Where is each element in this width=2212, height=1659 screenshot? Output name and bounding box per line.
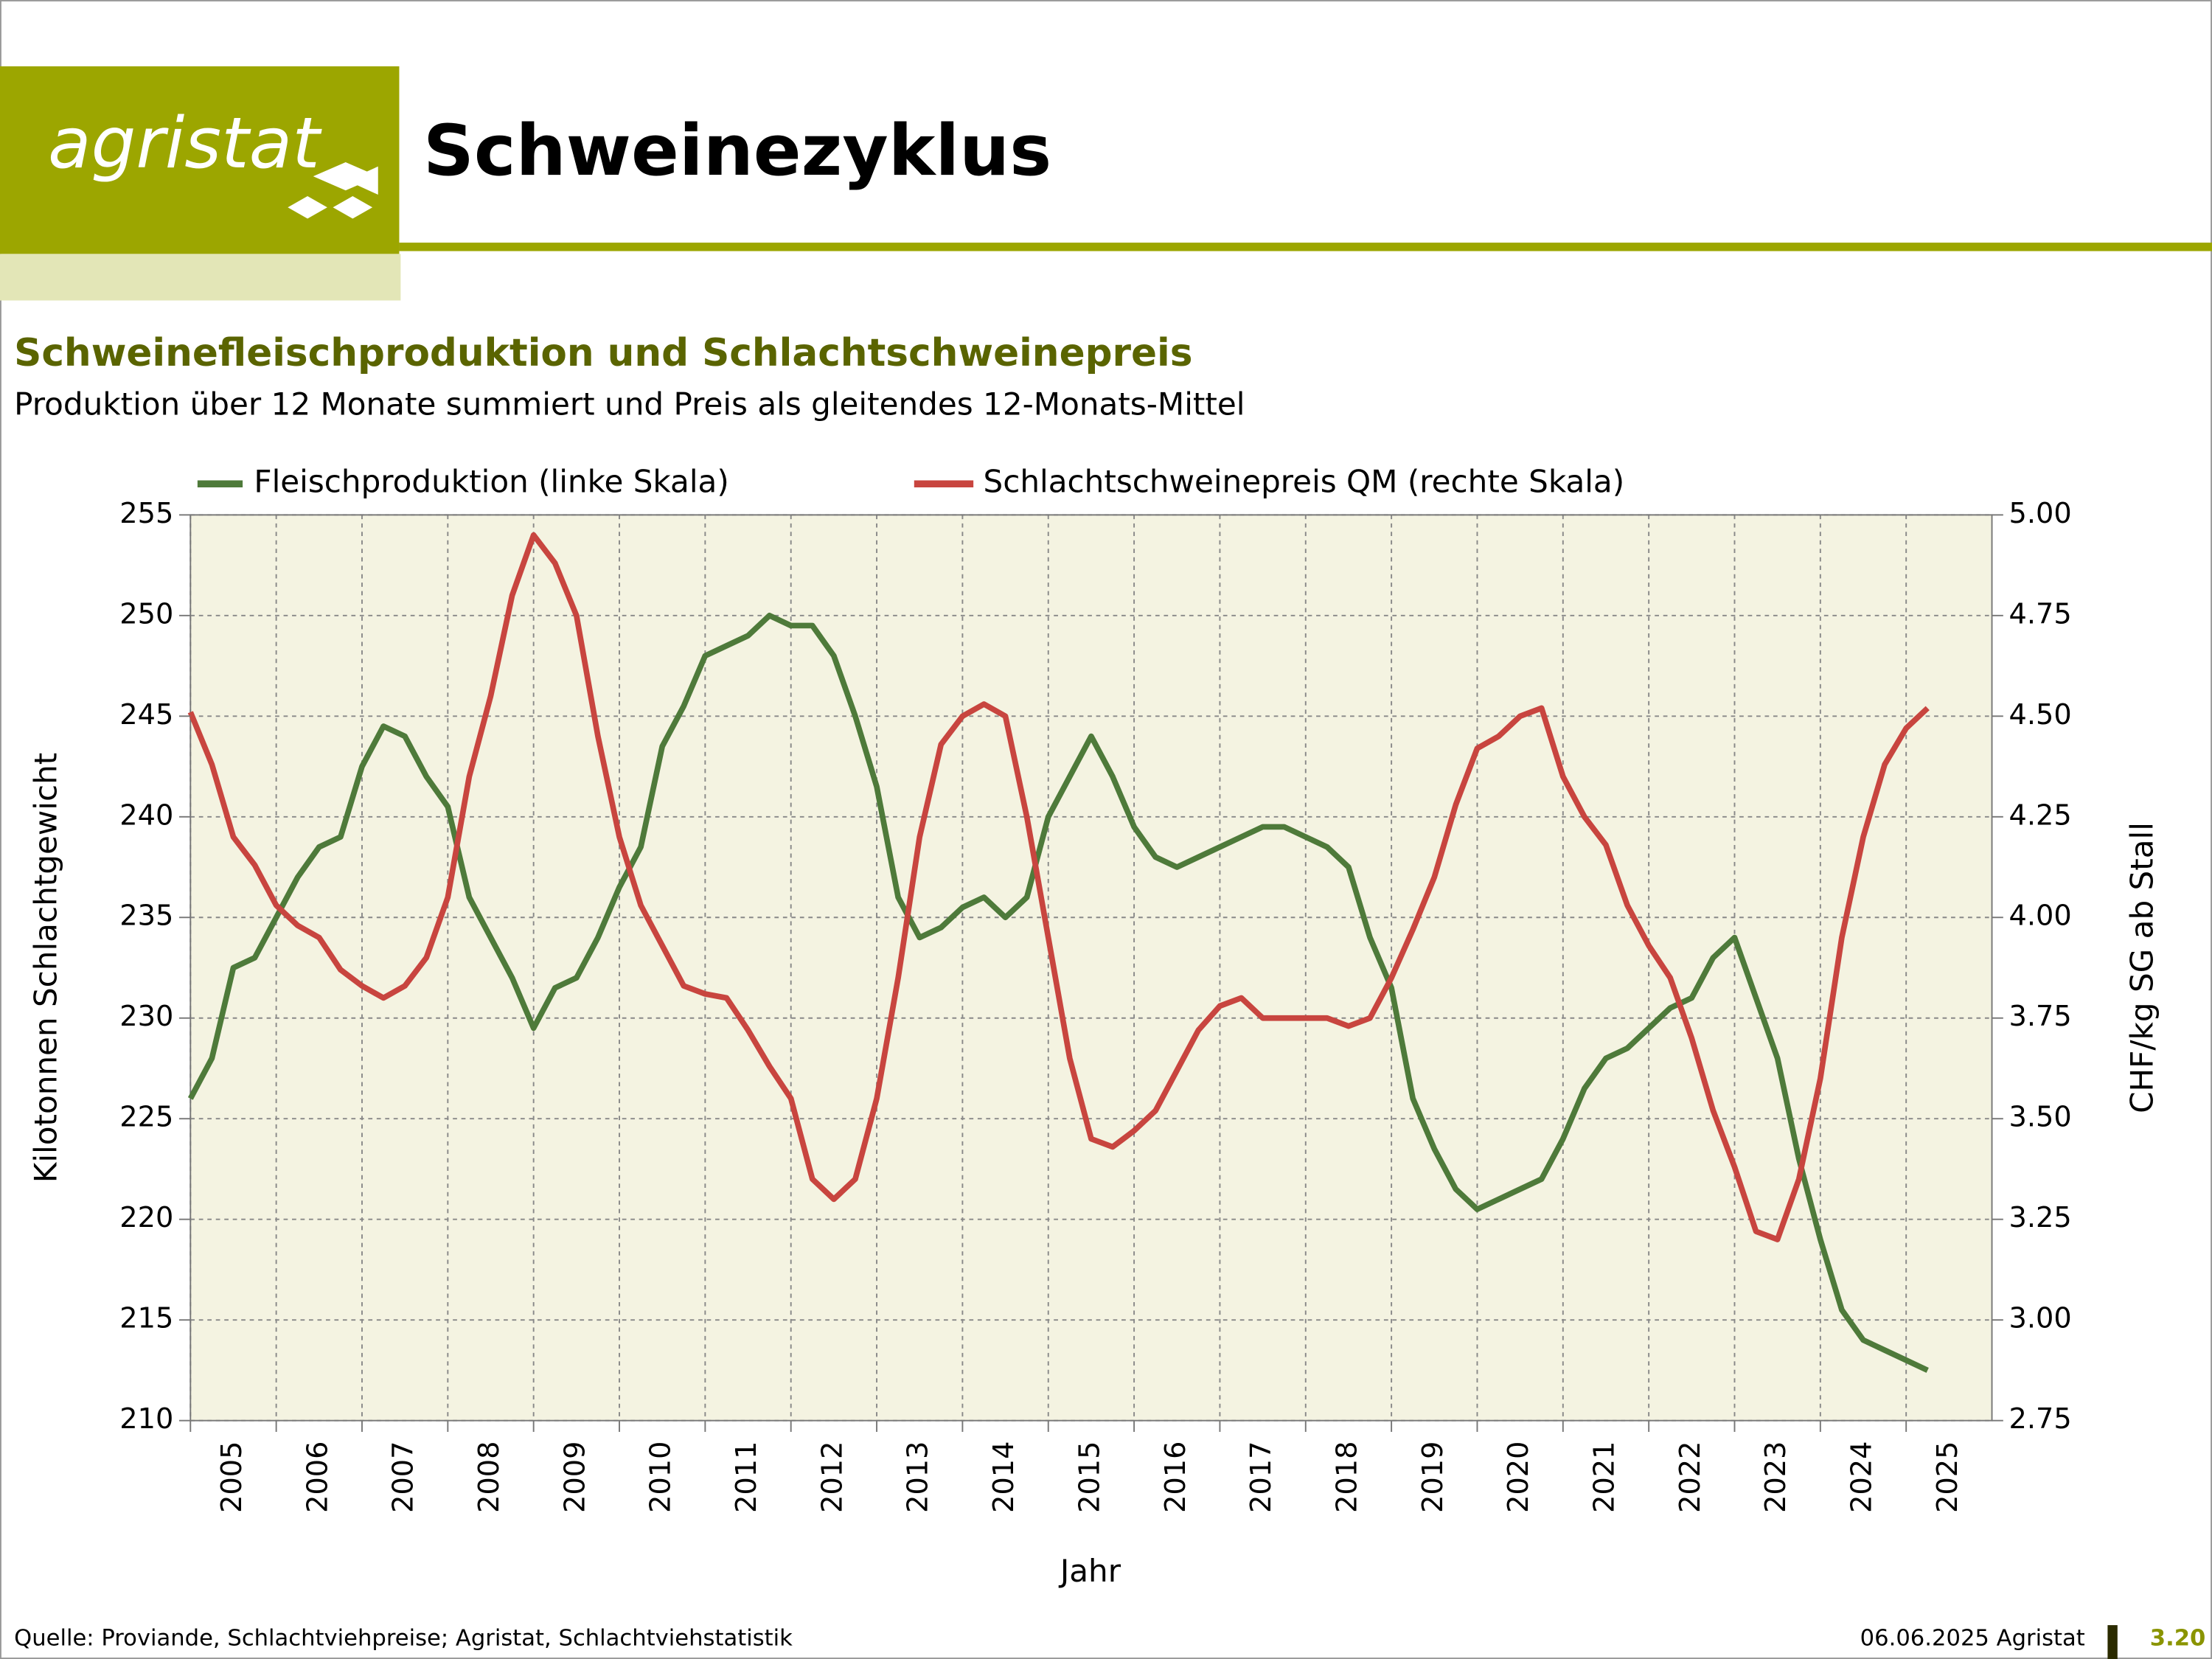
- plot-area: [190, 515, 1992, 1421]
- y2-tick-label: 4.50: [2008, 698, 2071, 731]
- y2-tick-label: 4.25: [2008, 799, 2071, 832]
- y2-tick-label: 3.75: [2008, 1000, 2071, 1033]
- chart-title: Schweinefleischproduktion und Schlachtsc…: [14, 331, 1192, 375]
- page-title: Schweinezyklus: [423, 109, 1051, 192]
- y-tick-label: 235: [119, 900, 173, 933]
- y-tick-label: 240: [119, 799, 173, 832]
- source: Quelle: Proviande, Schlachtviehpreise; A…: [14, 1626, 793, 1652]
- x-tick-label: 2009: [558, 1441, 591, 1513]
- x-tick-label: 2024: [1846, 1441, 1879, 1513]
- y-tick-label: 215: [119, 1302, 173, 1335]
- y2-tick-label: 4.75: [2008, 597, 2071, 630]
- legend-label: Fleischproduktion (linke Skala): [254, 464, 728, 500]
- x-tick-label: 2008: [473, 1441, 506, 1513]
- logo-text: agristat: [48, 102, 322, 184]
- y-tick-label: 230: [119, 1000, 173, 1033]
- x-tick-label: 2025: [1931, 1441, 1964, 1513]
- date: 06.06.2025 Agristat: [1860, 1626, 2085, 1652]
- y-tick-label: 250: [119, 597, 173, 630]
- series-line: [187, 612, 1929, 1373]
- x-axis-title: Jahr: [1058, 1553, 1121, 1589]
- x-tick-label: 2022: [1674, 1441, 1707, 1513]
- y2-tick-label: 3.25: [2008, 1201, 2071, 1234]
- y2-axis-title: CHF/kg SG ab Stall: [2124, 822, 2160, 1113]
- x-tick-label: 2014: [987, 1441, 1020, 1513]
- x-tick-label: 2007: [387, 1441, 420, 1513]
- series-line: [187, 532, 1930, 1242]
- chart-subtitle: Produktion über 12 Monate summiert und P…: [14, 386, 1245, 422]
- legend-label: Schlachtschweinepreis QM (rechte Skala): [984, 464, 1625, 500]
- y2-tick-label: 2.75: [2008, 1402, 2071, 1436]
- y-tick-label: 225: [119, 1101, 173, 1134]
- x-tick-label: 2012: [815, 1441, 849, 1513]
- y-tick-label: 255: [119, 497, 173, 530]
- x-tick-label: 2018: [1330, 1441, 1363, 1513]
- x-tick-label: 2013: [902, 1441, 935, 1513]
- y2-tick-label: 4.00: [2008, 900, 2071, 933]
- y2-tick-label: 3.00: [2008, 1302, 2071, 1335]
- y-tick-label: 210: [119, 1402, 173, 1436]
- logo-band: [0, 254, 401, 301]
- x-tick-label: 2011: [730, 1441, 763, 1513]
- plot-frame: [189, 514, 1993, 1422]
- lines: [187, 532, 1930, 1373]
- x-tick-label: 2015: [1073, 1441, 1106, 1513]
- page-number: 3.20: [2150, 1626, 2206, 1652]
- x-tick-label: 2006: [301, 1441, 334, 1513]
- x-tick-label: 2019: [1416, 1441, 1450, 1513]
- y-tick-label: 245: [119, 698, 173, 731]
- x-tick-label: 2017: [1245, 1441, 1278, 1513]
- x-tick-label: 2020: [1502, 1441, 1535, 1513]
- footer-bar: [2107, 1625, 2118, 1659]
- y2-tick-label: 5.00: [2008, 497, 2071, 530]
- x-tick-label: 2005: [215, 1441, 248, 1513]
- x-tick-label: 2016: [1159, 1441, 1192, 1513]
- header-rule: [399, 243, 2212, 251]
- x-tick-label: 2021: [1587, 1441, 1621, 1513]
- y2-tick-label: 3.50: [2008, 1101, 2071, 1134]
- logo-box: [0, 66, 400, 254]
- x-tick-label: 2010: [644, 1441, 678, 1513]
- x-tick-label: 2023: [1759, 1441, 1792, 1513]
- y-tick-label: 220: [119, 1201, 173, 1234]
- y-axis-title: Kilotonnen Schlachtgewicht: [28, 753, 64, 1183]
